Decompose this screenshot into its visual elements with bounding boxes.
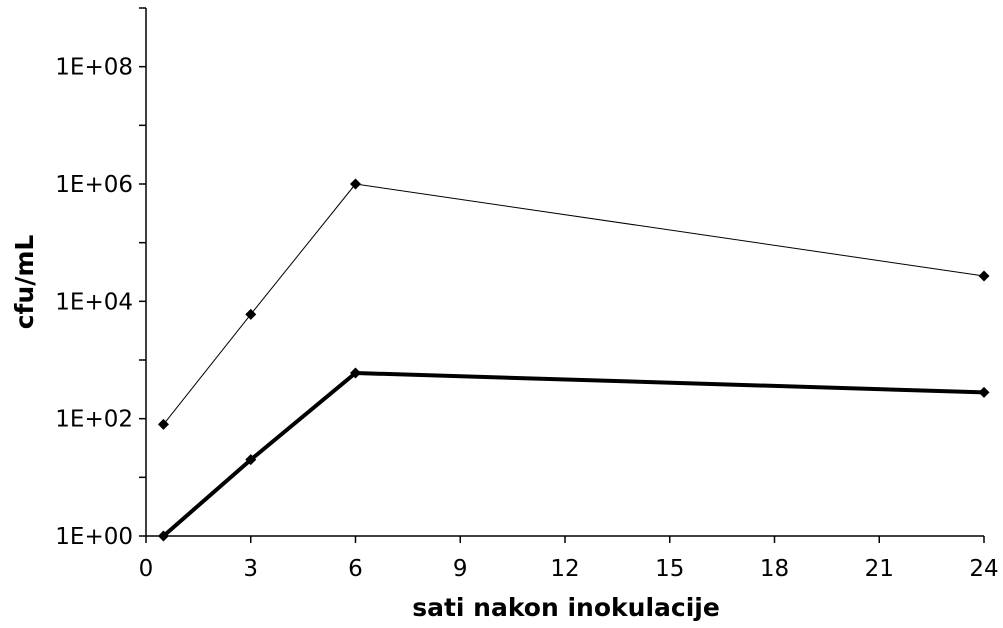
y-tick-label: 1E+08	[55, 55, 133, 81]
y-tick-label: 1E+04	[55, 289, 133, 315]
y-tick-label: 1E+02	[55, 407, 133, 433]
data-point	[157, 418, 169, 430]
series-line-2	[162, 371, 985, 538]
x-tick-label: 6	[348, 556, 363, 582]
y-axis-title: cfu/mL	[10, 235, 39, 330]
x-tick-label: 9	[453, 556, 468, 582]
x-tick-label: 21	[865, 556, 894, 582]
x-tick-label: 0	[139, 556, 154, 582]
y-axis: 1E+00 1E+02 1E+04 1E+06 1E+08	[55, 7, 147, 550]
x-tick-label: 18	[760, 556, 789, 582]
y-tick-label: 1E+06	[55, 172, 133, 198]
data-point	[245, 454, 257, 466]
series-layer	[157, 178, 990, 542]
x-axis-title: sati nakon inokulacije	[412, 593, 720, 622]
x-tick-label: 15	[655, 556, 684, 582]
x-tick-label: 12	[550, 556, 579, 582]
series-line-1	[163, 183, 985, 425]
data-point	[350, 367, 361, 379]
x-axis: 0 3 6 9 12 15 18 21 24	[139, 535, 999, 582]
data-point	[157, 530, 169, 542]
data-point	[978, 270, 990, 282]
data-point	[350, 178, 361, 190]
x-tick-label: 3	[243, 556, 258, 582]
y-tick-label: 1E+00	[55, 524, 133, 550]
data-point	[978, 386, 990, 398]
x-tick-label: 24	[969, 556, 998, 582]
data-point	[245, 308, 257, 320]
